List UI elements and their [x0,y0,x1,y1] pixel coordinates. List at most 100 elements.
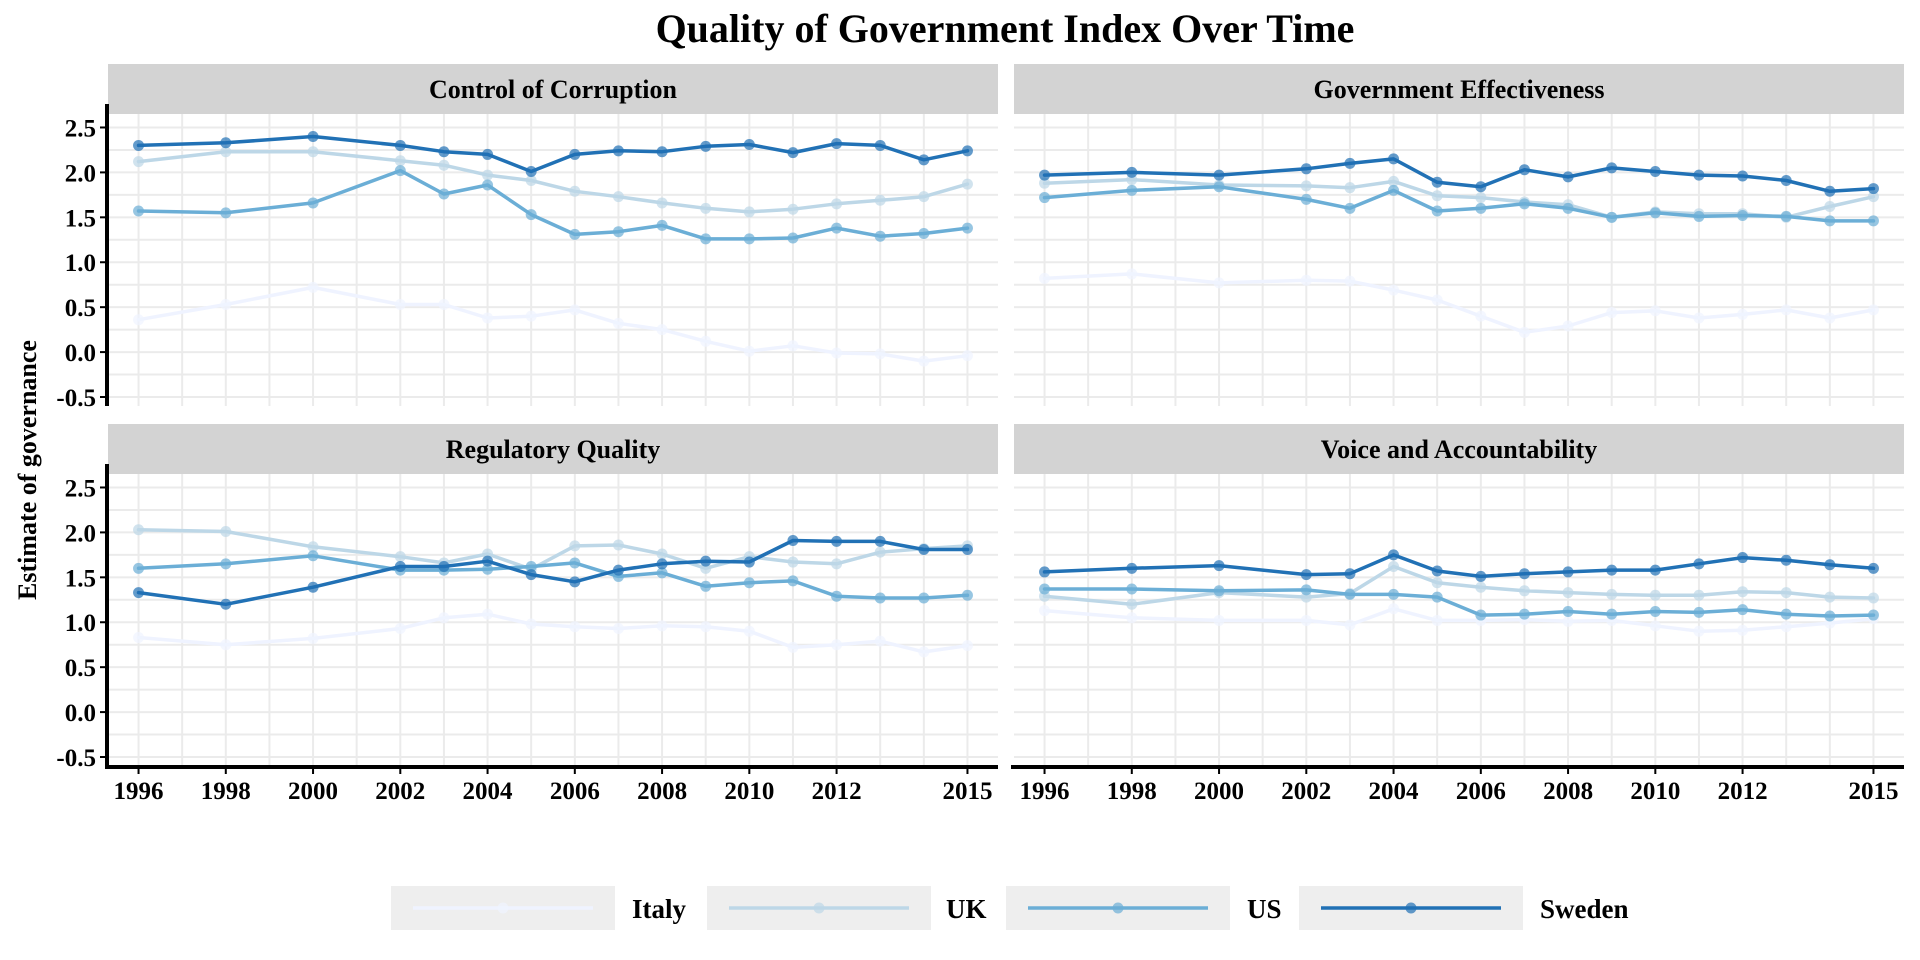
data-point-us [1431,205,1443,217]
data-point-italy [569,621,581,633]
data-point-us [133,562,145,574]
data-point-us [1606,608,1618,620]
panel-strip [1014,64,1904,114]
data-point-us [1388,184,1400,196]
x-tick-label: 2004 [463,778,514,805]
data-point-italy [1039,272,1051,284]
data-point-italy [1649,620,1661,632]
data-point-sweden [1780,174,1792,186]
data-point-us [831,590,843,602]
data-point-uk [1475,581,1487,593]
data-point-us [1344,202,1356,214]
data-point-italy [961,640,973,652]
data-point-sweden [1518,568,1530,580]
panel-voice-and-accountability: Voice and Accountability 1996 1998 2000 2002… [1011,424,1904,805]
legend-key-point [497,902,509,914]
data-point-sweden [438,146,450,158]
data-point-uk [700,202,712,214]
data-point-sweden [612,145,624,157]
data-point-us [569,228,581,240]
legend-label: US [1247,894,1282,924]
panel-strip-title: Control of Corruption [429,75,678,104]
series-line-sweden [136,134,970,174]
data-point-us [569,557,581,569]
data-point-italy [438,298,450,310]
data-point-sweden [1213,169,1225,181]
data-point-italy [656,620,668,632]
data-point-uk [656,548,668,560]
panel-strip [108,424,998,474]
data-point-sweden [569,148,581,160]
data-point-uk [961,178,973,190]
data-point-sweden [569,576,581,588]
data-point-us [1693,606,1705,618]
data-point-uk [743,206,755,218]
legend-key-point [813,902,825,914]
data-point-uk [1780,587,1792,599]
facet-panels: Control of Corruption 2.5 2.0 1.5 1.0 0.5 0.0 -… [56,64,1904,805]
data-point-us [1300,584,1312,596]
data-point-italy [612,623,624,635]
data-point-sweden [220,137,232,149]
x-tick-label: 2006 [550,778,600,805]
data-point-uk [1649,589,1661,601]
panel-strip [1014,424,1904,474]
series-line-sweden [1042,553,1876,579]
data-point-italy [307,281,319,293]
data-point-us [1780,608,1792,620]
data-point-us [394,165,406,177]
x-tick-label: 2002 [375,778,425,805]
data-point-uk [1562,587,1574,599]
y-tick-label: 2.5 [65,475,96,502]
data-point-us [307,550,319,562]
data-point-uk [874,546,886,558]
data-point-italy [1780,304,1792,316]
legend: Italy UK US Sweden [391,886,1629,930]
data-point-italy [1649,305,1661,317]
data-point-sweden [220,598,232,610]
data-point-italy [1388,284,1400,296]
data-point-uk [525,174,537,186]
data-point-uk [1431,190,1443,202]
legend-item-sweden: Sweden [1299,886,1629,930]
data-point-uk [1388,175,1400,187]
data-point-us [1475,202,1487,214]
series-line-italy [136,285,970,363]
x-tick-label: 1998 [1107,778,1157,805]
x-tick-label: 2012 [812,778,862,805]
data-point-us [1562,605,1574,617]
data-point-italy [1562,615,1574,627]
data-point-sweden [874,535,886,547]
data-point-sweden [1649,166,1661,178]
data-point-sweden [1126,562,1138,574]
data-point-uk [787,556,799,568]
data-point-sweden [831,138,843,150]
data-point-italy [1475,310,1487,322]
data-point-italy [1213,277,1225,289]
data-point-uk [1824,201,1836,213]
y-tick-label: 0.0 [65,700,96,727]
data-point-uk [394,551,406,563]
x-tick-label: 2015 [942,778,992,805]
data-point-uk [1867,592,1879,604]
x-tick-label: 2008 [1543,778,1593,805]
data-point-uk [1039,177,1051,189]
data-point-italy [612,317,624,329]
data-point-sweden [700,140,712,152]
data-point-sweden [1475,181,1487,193]
series-line-italy [136,612,970,654]
data-point-us [1126,583,1138,595]
data-point-sweden [743,556,755,568]
y-tick-label: 1.5 [65,565,96,592]
data-point-italy [831,639,843,651]
data-point-us [482,563,494,575]
data-point-italy [133,632,145,644]
data-point-us [874,230,886,242]
data-point-uk [612,539,624,551]
data-point-us [1518,198,1530,210]
x-tick-label: 2012 [1718,778,1768,805]
chart-title: Quality of Government Index Over Time [656,6,1355,51]
x-tick-label: 2010 [724,778,774,805]
data-point-us [1126,184,1138,196]
